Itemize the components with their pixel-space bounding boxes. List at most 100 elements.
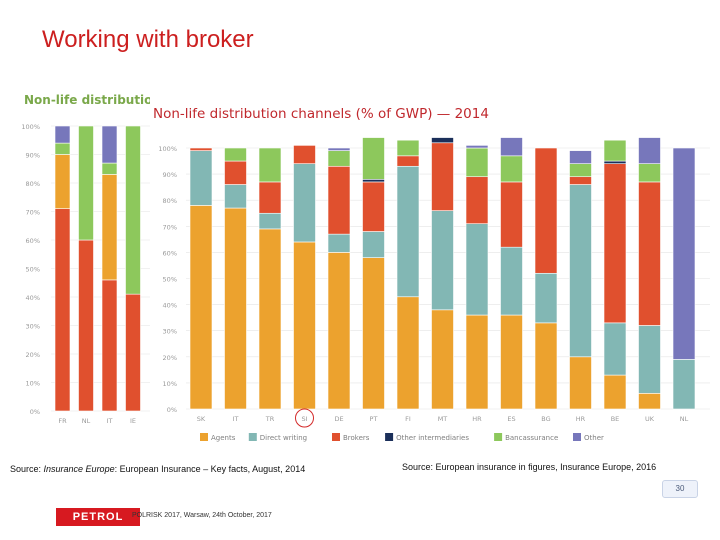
bar-segment-0-nl-0 (78, 239, 94, 412)
x-tick-label-1-11: HR (576, 415, 586, 423)
bar-segment-1-es-0 (500, 314, 523, 410)
x-tick-label-1-13: UK (645, 415, 655, 423)
x-tick-label-1-10: BG (541, 415, 550, 423)
x-tick-label-0-3: IE (130, 417, 136, 425)
bar-segment-1-pt-0 (362, 257, 385, 410)
x-tick-label-1-4: DE (334, 415, 343, 423)
bar-segment-1-mt-0 (431, 309, 454, 410)
y-tick-label-0-5: 50% (26, 266, 40, 274)
bar-segment-1-hr-4 (569, 163, 592, 178)
legend-swatch-5 (573, 433, 581, 441)
bar-segment-1-tr-0 (258, 228, 282, 410)
y-tick-label-0-2: 20% (26, 351, 40, 359)
bar-segment-1-be-4 (603, 139, 627, 162)
bar-segment-1-es-2 (500, 181, 523, 248)
bar-segment-1-it-4 (224, 147, 247, 162)
bar-segment-1-de-0 (327, 252, 351, 410)
bar-segment-1-fi-4 (396, 139, 420, 157)
bar-segment-1-fi-0 (396, 296, 420, 410)
y-tick-label-1-4: 40% (163, 302, 177, 310)
bar-segment-1-uk-0 (638, 393, 661, 410)
petrol-logo: PETROL (56, 508, 140, 526)
bar-segment-1-si-1 (293, 163, 316, 243)
bar-segment-1-sk-0 (189, 205, 213, 410)
y-tick-label-1-0: 0% (167, 406, 177, 414)
source-left-italic: Insurance Europe (43, 464, 115, 474)
legend-swatch-3 (385, 433, 394, 441)
bar-segment-0-it-0 (101, 279, 118, 412)
si-highlight-circle (295, 408, 314, 428)
x-tick-label-1-6: FI (405, 415, 411, 423)
bar-segment-1-sk-1 (189, 150, 213, 206)
bar-segment-1-be-3 (603, 160, 627, 164)
y-tick-label-1-9: 90% (163, 171, 177, 179)
footer-text: POLRISK 2017, Warsaw, 24th October, 2017 (132, 512, 272, 519)
y-tick-label-0-7: 70% (26, 209, 40, 217)
bar-segment-0-it-4 (101, 125, 118, 164)
bar-segment-1-si-2 (293, 145, 316, 164)
y-tick-label-1-5: 50% (163, 276, 177, 284)
bar-segment-1-hr-2 (569, 176, 592, 185)
bar-segment-0-fr-3 (54, 142, 71, 155)
bar-segment-1-es-1 (500, 246, 523, 316)
y-tick-label-0-10: 100% (21, 123, 40, 131)
legend-label-4: Bancassurance (505, 434, 558, 442)
bar-segment-1-pt-3 (362, 179, 385, 183)
y-tick-label-0-1: 10% (26, 380, 40, 388)
bar-segment-1-hr-5 (569, 150, 592, 164)
bar-segment-1-si-0 (293, 241, 316, 410)
x-tick-label-1-3: SI (301, 415, 307, 423)
x-tick-label-1-7: MT (438, 415, 448, 423)
legend-label-5: Other (584, 434, 604, 442)
bar-segment-0-ie-3 (125, 125, 141, 295)
bar-segment-1-nl-1 (672, 359, 696, 410)
y-tick-label-1-3: 30% (163, 328, 177, 336)
y-tick-label-0-9: 90% (26, 152, 40, 160)
bar-segment-1-be-0 (603, 374, 627, 410)
bar-segment-0-it-3 (101, 162, 118, 175)
bar-segment-1-sk-2 (189, 147, 213, 151)
legend-label-0: Agents (211, 434, 236, 442)
main-chart-title: Non-life distribution channels (% of GWP… (153, 106, 489, 122)
bar-segment-1-be-2 (603, 163, 627, 324)
bar-segment-1-hr-1 (465, 223, 489, 316)
bar-segment-1-it-2 (224, 160, 247, 185)
bar-segment-0-nl-3 (78, 125, 94, 241)
x-tick-label-0-1: NL (82, 417, 91, 425)
bar-segment-1-be-1 (603, 322, 627, 376)
y-tick-label-1-8: 80% (163, 197, 177, 205)
legend-label-2: Brokers (343, 434, 370, 442)
x-tick-label-1-14: NL (680, 415, 689, 423)
x-tick-label-1-2: TR (265, 415, 275, 423)
y-tick-label-1-7: 70% (163, 223, 177, 231)
bar-segment-1-hr-1 (569, 184, 592, 358)
source-note-right: Source: European insurance in figures, I… (402, 462, 657, 472)
x-tick-label-1-1: IT (233, 415, 239, 423)
bar-segment-1-uk-4 (638, 163, 661, 183)
y-tick-label-0-3: 30% (26, 323, 40, 331)
legend-label-3: Other intermediaries (396, 434, 469, 442)
bar-segment-1-pt-1 (362, 231, 385, 258)
bar-segment-0-ie-0 (125, 293, 141, 412)
bar-segment-0-fr-1 (54, 154, 71, 209)
bar-segment-0-fr-4 (54, 125, 71, 144)
bar-segment-0-fr-0 (54, 208, 71, 412)
y-tick-label-0-4: 40% (26, 294, 40, 302)
bar-segment-1-hr-2 (465, 176, 489, 224)
left-chart-title: Non-life distribution (24, 93, 161, 107)
bar-segment-1-tr-1 (258, 212, 282, 230)
bar-segment-1-tr-2 (258, 181, 282, 214)
bar-segment-1-uk-5 (638, 137, 661, 164)
y-tick-label-1-6: 60% (163, 249, 177, 257)
y-tick-label-1-2: 20% (163, 354, 177, 362)
bar-segment-1-hr-0 (465, 314, 489, 410)
bar-segment-1-es-4 (500, 155, 523, 183)
slide-title: Working with broker (42, 26, 254, 53)
bar-segment-1-mt-3 (431, 137, 454, 144)
bar-segment-1-de-5 (327, 147, 351, 151)
page-number: 30 (662, 480, 698, 498)
bar-segment-1-it-0 (224, 207, 247, 410)
x-tick-label-1-5: PT (370, 415, 378, 423)
bar-segment-1-de-1 (327, 233, 351, 253)
y-tick-label-0-0: 0% (30, 408, 40, 416)
